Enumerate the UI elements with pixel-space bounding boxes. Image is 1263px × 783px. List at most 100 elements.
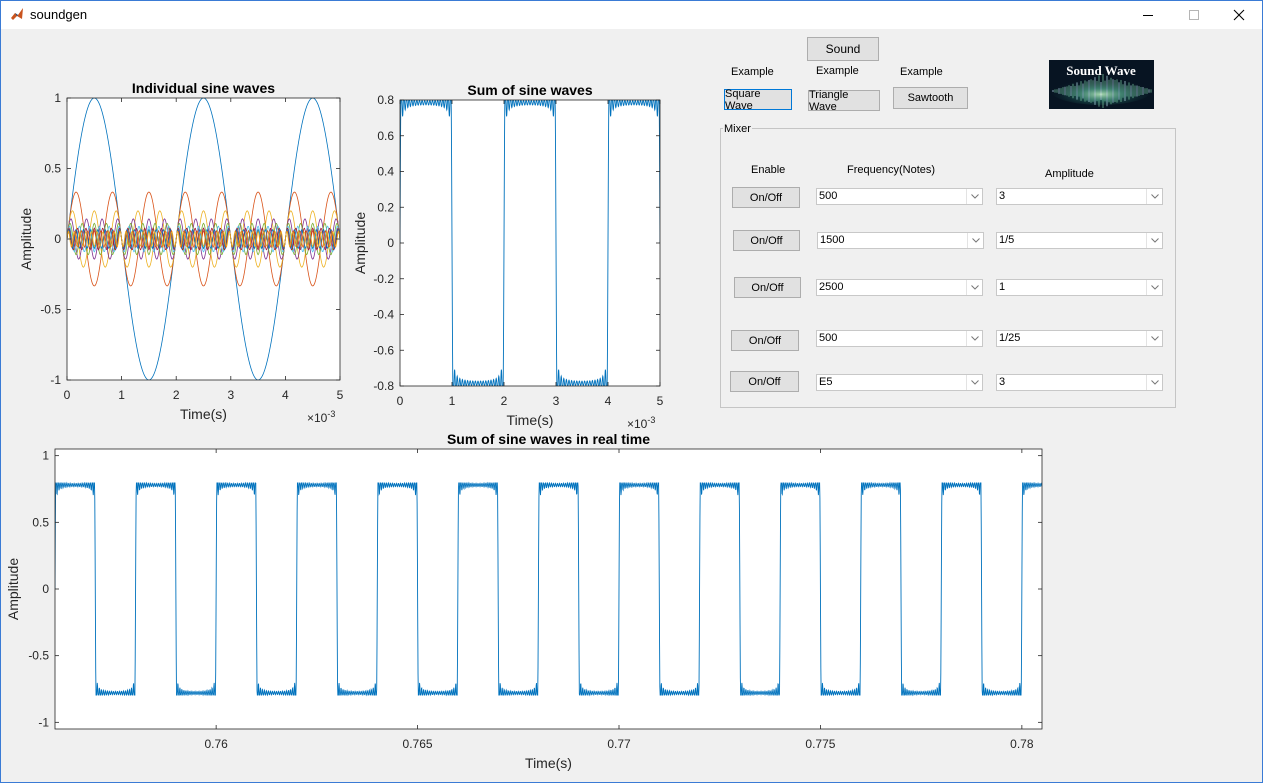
- row4-amplitude-value: 1/25: [999, 332, 1021, 344]
- x-exponent: ×10-3: [627, 415, 655, 431]
- x-tick-label: 1: [118, 388, 125, 402]
- x-exponent-base: ×10: [627, 417, 648, 431]
- y-tick-label: 0.8: [377, 93, 394, 107]
- row3-frequency-select[interactable]: 2500: [816, 279, 983, 296]
- x-exponent-base: ×10: [307, 411, 328, 425]
- square-wave-button[interactable]: Square Wave: [724, 88, 792, 112]
- close-button[interactable]: [1216, 1, 1262, 29]
- matlab-icon: [10, 7, 24, 21]
- y-tick-label: -1: [50, 373, 61, 387]
- logo-waveform: Sound Wave: [1049, 60, 1154, 109]
- series-line-1: [67, 98, 340, 380]
- x-exponent-power: -3: [327, 409, 335, 419]
- row2-frequency-value: 1500: [820, 234, 845, 246]
- mixer-panel: [720, 128, 1176, 408]
- series-line-2: [67, 191, 340, 287]
- y-tick-label: -0.6: [373, 343, 394, 357]
- y-tick-label: 0.5: [32, 515, 49, 529]
- x-tick-label: 0.76: [204, 737, 228, 751]
- chevron-down-icon: [966, 280, 982, 295]
- chart-3: 0.76 0.765 0.77 0.775 0.78 -1 -0.5 0 0.5 1 Sum of …: [5, 431, 1043, 771]
- y-axis-label: Amplitude: [18, 208, 34, 270]
- row3-onoff-button[interactable]: On/Off: [734, 277, 801, 298]
- row1-frequency-select[interactable]: 500: [816, 188, 983, 205]
- x-tick-label: 0.765: [403, 737, 433, 751]
- row1-onoff-button[interactable]: On/Off: [732, 187, 800, 208]
- triangle-wave-button[interactable]: Triangle Wave: [808, 89, 880, 113]
- signal-line: [400, 100, 660, 386]
- x-tick-label: 4: [282, 388, 289, 402]
- frequency-header: Frequency(Notes): [847, 164, 936, 176]
- row4-onoff-button[interactable]: On/Off: [731, 330, 799, 351]
- x-tick-label: 5: [337, 388, 344, 402]
- series-line-3: [67, 210, 340, 268]
- y-tick-label: 0: [42, 582, 49, 596]
- y-tick-label: 0.4: [377, 165, 394, 179]
- row5-amplitude-select[interactable]: 3: [996, 374, 1163, 391]
- series-line-6: [67, 225, 340, 253]
- row1-frequency-value: 500: [819, 190, 838, 202]
- chevron-down-icon: [966, 375, 982, 390]
- x-tick-label: 0.77: [607, 737, 631, 751]
- chevron-down-icon: [1146, 233, 1162, 248]
- series-group: [67, 98, 340, 380]
- example-label-triangle: Example: [816, 65, 859, 77]
- x-axis-label: Time(s): [180, 406, 227, 422]
- x-tick-label: 2: [501, 394, 508, 408]
- plot-area: [55, 449, 1042, 729]
- x-tick-label: 0.775: [805, 737, 835, 751]
- row2-amplitude-value: 1/5: [999, 234, 1015, 246]
- y-tick-label: 0: [54, 232, 61, 246]
- row5-onoff-button[interactable]: On/Off: [730, 371, 799, 392]
- row2-frequency-select[interactable]: 1500: [817, 232, 984, 249]
- y-tick-label: 0.6: [377, 129, 394, 143]
- example-label-sawtooth: Example: [900, 66, 943, 78]
- sound-button[interactable]: Sound: [807, 37, 879, 61]
- title-bar[interactable]: soundgen: [1, 1, 1262, 29]
- window-title: soundgen: [30, 7, 88, 22]
- y-tick-label: -0.5: [28, 649, 49, 663]
- series-line-8: [67, 228, 340, 250]
- row3-amplitude-select[interactable]: 1: [996, 279, 1163, 296]
- row2-amplitude-select[interactable]: 1/5: [996, 232, 1163, 249]
- row4-amplitude-select[interactable]: 1/25: [996, 330, 1163, 347]
- plot-area: [400, 100, 660, 386]
- chart-title: Sum of sine waves in real time: [447, 431, 650, 447]
- example-label-square: Example: [731, 66, 774, 78]
- x-tick-label: 0: [397, 394, 404, 408]
- y-tick-label: 0.5: [44, 162, 61, 176]
- y-tick-label: -0.5: [40, 303, 61, 317]
- y-tick-label: 1: [42, 449, 49, 463]
- x-tick-label: 5: [657, 394, 664, 408]
- minimize-icon: [1143, 15, 1153, 16]
- chevron-down-icon: [1146, 331, 1162, 346]
- row1-amplitude-select[interactable]: 3: [996, 188, 1163, 205]
- y-tick-label: 1: [54, 91, 61, 105]
- chart-title: Individual sine waves: [132, 80, 275, 96]
- y-tick-label: 0: [387, 236, 394, 250]
- y-tick-label: -0.8: [373, 379, 394, 393]
- maximize-button[interactable]: [1171, 1, 1217, 29]
- minimize-button[interactable]: [1125, 1, 1171, 29]
- chevron-down-icon: [1146, 375, 1162, 390]
- row5-amplitude-value: 3: [999, 376, 1006, 388]
- y-axis-label: Amplitude: [5, 558, 21, 620]
- x-axis-label: Time(s): [525, 755, 572, 771]
- y-tick-label: -0.2: [373, 272, 394, 286]
- y-tick-label: -1: [38, 715, 49, 729]
- sawtooth-button[interactable]: Sawtooth: [893, 87, 968, 109]
- row1-amplitude-value: 3: [999, 190, 1006, 202]
- row5-frequency-select[interactable]: E5: [816, 374, 983, 391]
- y-tick-label: -0.4: [373, 308, 394, 322]
- row5-frequency-value: E5: [819, 376, 833, 388]
- row4-frequency-select[interactable]: 500: [816, 330, 983, 347]
- series-line-10: [67, 230, 340, 248]
- row2-onoff-button[interactable]: On/Off: [733, 230, 800, 251]
- chevron-down-icon: [966, 331, 982, 346]
- chart-title: Sum of sine waves: [467, 82, 592, 98]
- x-exponent: ×10-3: [307, 409, 335, 425]
- series-line-4: [67, 218, 340, 260]
- chart-2: 0 1 2 3 4 5 -0.8 -0.6 -0.4 -0.2 0 0.2 0.4 0.6 0.8 Sum o…: [352, 82, 664, 431]
